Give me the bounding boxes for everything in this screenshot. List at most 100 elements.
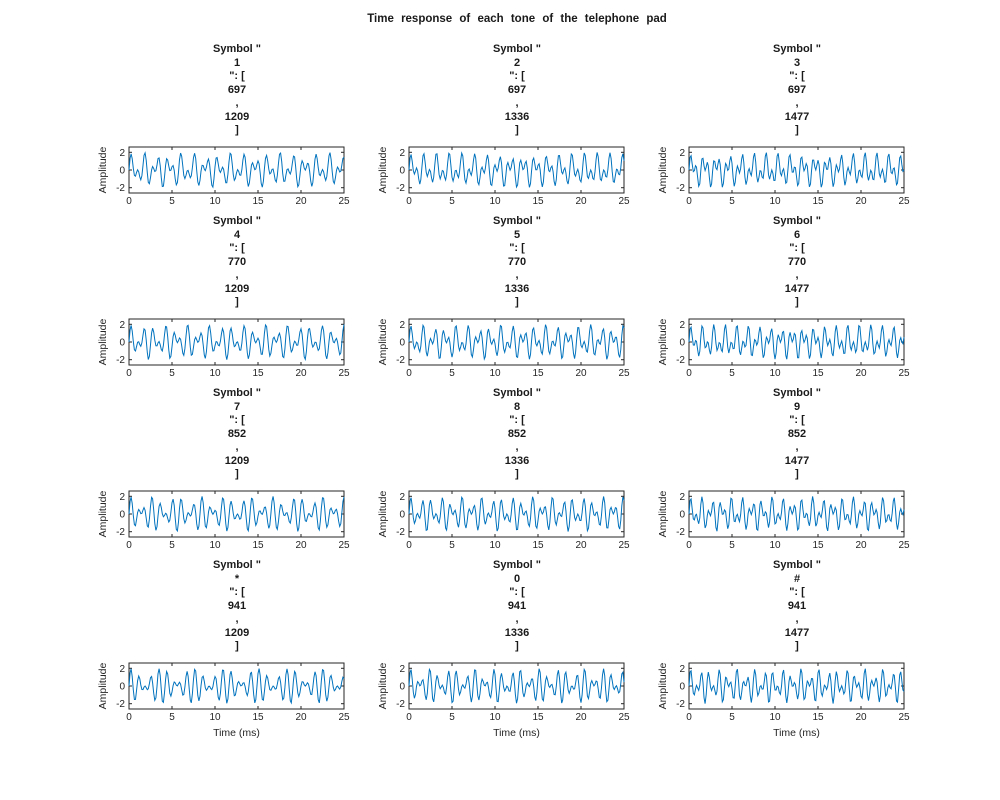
y-tick-label: 2 (679, 491, 685, 502)
waveform-line (688, 152, 905, 188)
x-tick-label: 10 (769, 712, 781, 723)
y-tick-label: 2 (399, 319, 405, 330)
subplot-title-suffix: ] (235, 124, 239, 136)
subplot: Symbol " 7 ": [ 852 , 1209 ] 0 5 10 15 20 25-… (97, 387, 377, 559)
subplot-title-mid: ": [ (229, 70, 245, 82)
subplot-title-prefix: Symbol " (492, 387, 541, 399)
y-tick-label: 2 (399, 147, 405, 158)
y-tick-label: 2 (399, 491, 405, 502)
plot-holder: 0 5 10 15 20 25 -2 0 2 Amplitude (377, 316, 657, 383)
y-tick-label: -2 (396, 183, 405, 194)
subplot-title-comma: , (795, 613, 799, 625)
x-tick-label: 10 (769, 540, 781, 550)
x-tick-label: 20 (295, 196, 307, 206)
y-tick-label: -2 (676, 355, 685, 366)
subplot-high-frequency: 1477 (784, 110, 810, 123)
subplot-title-prefix: Symbol " (492, 43, 541, 55)
y-tick-label: -2 (396, 699, 405, 710)
subplot-title-comma: , (795, 441, 799, 453)
x-tick-label: 25 (618, 196, 630, 206)
subplot-symbol: 2 (513, 56, 521, 69)
x-tick-label: 20 (855, 712, 867, 723)
waveform-line (408, 323, 625, 361)
ylabel: Amplitude (377, 146, 389, 193)
subplot: Symbol " 1 ": [ 697 , 1209 ] 0 5 10 15 20 25-… (97, 43, 377, 215)
subplot-symbol: 6 (793, 228, 801, 241)
x-tick-label: 5 (449, 368, 455, 378)
plot-holder: 0 5 10 15 20 25 -2 0 2 Amplitude (97, 144, 377, 211)
x-tick-label: 5 (449, 712, 455, 723)
y-tick-label: -2 (396, 355, 405, 366)
subplot: Symbol " 4 ": [ 770 , 1209 ] 0 5 10 15 20 25-… (97, 215, 377, 387)
waveform-line (128, 150, 345, 189)
x-tick-label: 0 (126, 368, 132, 378)
x-tick-label: 15 (812, 368, 824, 378)
y-tick-label: 0 (119, 681, 125, 692)
y-tick-label: 0 (119, 165, 125, 176)
ylabel: Amplitude (97, 146, 109, 193)
subplot-title: Symbol " # ": [ 941 , 1477 ] (657, 559, 937, 654)
x-tick-label: 20 (855, 368, 867, 378)
waveform-line (408, 667, 625, 704)
subplot-high-frequency: 1209 (224, 110, 250, 123)
y-tick-label: -2 (676, 183, 685, 194)
y-tick-label: 0 (679, 165, 685, 176)
subplot-title-mid: ": [ (789, 414, 805, 426)
x-tick-label: 5 (169, 368, 175, 378)
subplot-title-suffix: ] (235, 468, 239, 480)
y-tick-label: 2 (119, 491, 125, 502)
y-tick-label: 0 (399, 165, 405, 176)
axes-box (128, 490, 345, 537)
x-tick-label: 25 (338, 196, 350, 206)
y-tick-label: -2 (116, 355, 125, 366)
subplot-title-prefix: Symbol " (772, 43, 821, 55)
ylabel: Amplitude (377, 318, 389, 365)
subplot-high-frequency: 1336 (504, 454, 530, 467)
ylabel: Amplitude (657, 662, 669, 709)
figure-title: Time response of each tone of the teleph… (367, 13, 667, 25)
x-tick-label: 20 (295, 368, 307, 378)
figure: Time response of each tone of the teleph… (97, 0, 937, 745)
plot-holder: 0 5 10 15 20 25 -2 0 2 Amplitude (377, 144, 657, 211)
xlabel: Time (ms) (773, 727, 820, 739)
plot-holder: 0 5 10 15 20 25 -2 0 2 Amplitude Time (ms) (377, 660, 657, 745)
x-tick-label: 15 (532, 540, 544, 550)
y-tick-label: 0 (679, 337, 685, 348)
y-tick-label: 0 (679, 681, 685, 692)
subplot-low-frequency: 770 (507, 255, 527, 268)
subplot-grid: Symbol " 1 ": [ 697 , 1209 ] 0 5 10 15 20 25-… (97, 43, 937, 745)
subplot-symbol: 7 (233, 400, 241, 413)
x-tick-label: 15 (812, 196, 824, 206)
subplot-title-suffix: ] (235, 640, 239, 652)
x-tick-label: 20 (855, 540, 867, 550)
y-tick-label: 0 (119, 337, 125, 348)
x-tick-label: 10 (209, 712, 221, 723)
subplot-title: Symbol " * ": [ 941 , 1209 ] (97, 559, 377, 654)
y-tick-label: 0 (119, 509, 125, 520)
subplot: Symbol " 3 ": [ 697 , 1477 ] 0 5 10 15 20 25-… (657, 43, 937, 215)
x-tick-label: 25 (618, 368, 630, 378)
subplot: Symbol " 0 ": [ 941 , 1336 ] 0 5 10 15 20 25-… (377, 559, 657, 745)
y-tick-label: -2 (116, 183, 125, 194)
x-tick-label: 20 (575, 196, 587, 206)
ylabel: Amplitude (97, 662, 109, 709)
x-tick-label: 0 (686, 712, 692, 723)
x-tick-label: 0 (126, 196, 132, 206)
subplot-low-frequency: 770 (227, 255, 247, 268)
x-tick-label: 15 (252, 540, 264, 550)
subplot-title-suffix: ] (235, 296, 239, 308)
waveform-line (688, 668, 905, 704)
x-tick-label: 0 (406, 712, 412, 723)
subplot-title: Symbol " 0 ": [ 941 , 1336 ] (377, 559, 657, 654)
x-tick-label: 15 (812, 712, 824, 723)
x-tick-label: 25 (618, 712, 630, 723)
x-tick-label: 20 (295, 540, 307, 550)
subplot-title: Symbol " 9 ": [ 852 , 1477 ] (657, 387, 937, 482)
subplot-high-frequency: 1336 (504, 110, 530, 123)
x-tick-label: 5 (729, 196, 735, 206)
waveform-line (128, 323, 345, 361)
x-tick-label: 15 (812, 540, 824, 550)
subplot-low-frequency: 941 (507, 599, 527, 612)
